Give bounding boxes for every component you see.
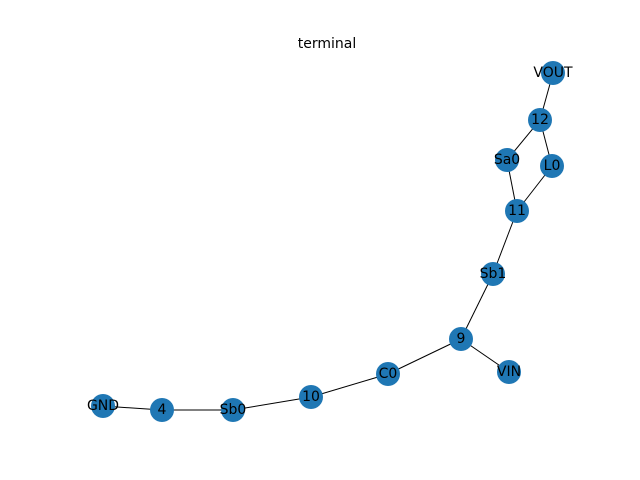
node-gnd: GND [87, 394, 119, 418]
node-11: 11 [505, 199, 529, 223]
node-label-vout: VOUT [533, 65, 573, 81]
node-label-sb1: Sb1 [480, 266, 507, 282]
node-c0: C0 [376, 362, 400, 386]
node-circle-4 [150, 398, 174, 422]
node-circle-sb0 [221, 398, 245, 422]
node-circle-c0 [376, 362, 400, 386]
node-label-10: 10 [302, 389, 320, 405]
node-vin: VIN [497, 360, 521, 384]
node-circle-9 [449, 327, 473, 351]
nodes-layer: VOUT 12 Sa0 L0 11 Sb1 9 VIN C0 10 Sb0 4 GND [87, 61, 573, 422]
node-label-11: 11 [508, 203, 526, 219]
edge-10-sb0 [232, 396, 312, 411]
node-circle-vout [541, 61, 565, 85]
node-l0: L0 [540, 154, 564, 178]
node-label-sa0: Sa0 [494, 152, 520, 168]
node-sb1: Sb1 [480, 262, 507, 286]
node-sa0: Sa0 [494, 148, 520, 172]
edge-sb1-9 [460, 273, 494, 340]
node-circle-11 [505, 199, 529, 223]
node-12: 12 [528, 108, 552, 132]
node-circle-sa0 [495, 148, 519, 172]
edges-layer [102, 72, 554, 411]
node-4: 4 [150, 398, 174, 422]
node-label-9: 9 [457, 331, 466, 347]
node-label-l0: L0 [544, 158, 561, 174]
node-circle-gnd [91, 394, 115, 418]
node-circle-12 [528, 108, 552, 132]
node-label-vin: VIN [497, 364, 521, 380]
node-label-12: 12 [531, 112, 549, 128]
node-circle-vin [497, 360, 521, 384]
node-circle-sb1 [481, 262, 505, 286]
node-vout: VOUT [533, 61, 573, 85]
edge-c0-10 [310, 373, 389, 398]
figure-title: terminal [298, 36, 356, 52]
node-sb0: Sb0 [220, 398, 247, 422]
node-9: 9 [449, 327, 473, 351]
node-circle-10 [299, 385, 323, 409]
edge-9-c0 [387, 338, 462, 375]
node-circle-l0 [540, 154, 564, 178]
node-label-gnd: GND [87, 398, 119, 414]
node-label-4: 4 [158, 402, 167, 418]
node-label-sb0: Sb0 [220, 402, 247, 418]
node-10: 10 [299, 385, 323, 409]
node-label-c0: C0 [379, 366, 398, 382]
